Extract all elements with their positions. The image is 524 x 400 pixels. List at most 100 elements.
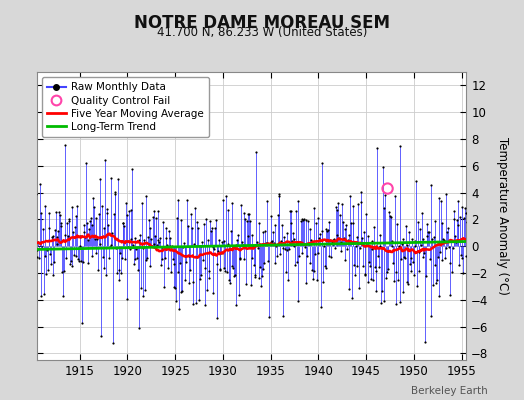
Point — [245, 211, 253, 218]
Point — [81, 234, 90, 240]
Point — [259, 229, 268, 235]
Point — [99, 254, 107, 260]
Point — [95, 241, 104, 247]
Point — [105, 255, 113, 261]
Point — [342, 222, 351, 228]
Point — [439, 236, 447, 242]
Point — [235, 255, 244, 262]
Point — [177, 216, 185, 223]
Point — [192, 299, 200, 306]
Point — [350, 262, 358, 268]
Point — [333, 207, 342, 214]
Point — [313, 250, 322, 256]
Point — [301, 244, 309, 250]
Point — [378, 288, 386, 294]
Point — [295, 253, 303, 259]
Point — [134, 325, 143, 331]
Point — [438, 220, 446, 226]
Point — [367, 276, 375, 283]
Point — [74, 258, 83, 264]
Point — [98, 203, 106, 209]
Point — [116, 250, 124, 256]
Point — [448, 269, 456, 276]
Point — [405, 229, 413, 235]
Point — [430, 234, 438, 240]
Point — [372, 288, 380, 294]
Point — [359, 229, 368, 236]
Point — [418, 210, 426, 216]
Point — [316, 231, 324, 238]
Point — [172, 298, 180, 304]
Point — [369, 276, 377, 283]
Point — [386, 212, 394, 219]
Point — [238, 239, 246, 246]
Point — [341, 226, 350, 232]
Point — [356, 245, 364, 252]
Point — [282, 230, 291, 236]
Point — [464, 194, 472, 200]
Point — [165, 228, 173, 234]
Point — [370, 224, 378, 230]
Point — [325, 219, 334, 226]
Point — [258, 272, 266, 279]
Point — [239, 256, 248, 262]
Point — [318, 160, 326, 166]
Point — [103, 210, 111, 216]
Point — [149, 208, 158, 214]
Point — [293, 198, 302, 204]
Point — [114, 176, 122, 182]
Point — [100, 265, 108, 272]
Point — [47, 261, 55, 267]
Point — [188, 225, 196, 231]
Point — [320, 243, 328, 250]
Point — [283, 246, 291, 253]
Point — [447, 237, 455, 244]
Point — [224, 207, 233, 214]
Point — [373, 145, 381, 152]
Point — [211, 225, 219, 231]
Point — [208, 225, 216, 232]
Point — [204, 275, 213, 281]
Point — [143, 257, 151, 264]
Point — [147, 236, 156, 242]
Point — [63, 232, 72, 239]
Point — [90, 203, 98, 210]
Point — [443, 228, 452, 235]
Point — [260, 260, 268, 266]
Point — [195, 297, 203, 303]
Point — [225, 276, 233, 283]
Point — [300, 216, 308, 223]
Point — [416, 226, 424, 232]
Point — [312, 220, 320, 226]
Point — [161, 235, 170, 241]
Point — [255, 220, 264, 227]
Point — [183, 197, 191, 204]
Point — [434, 292, 443, 299]
Point — [446, 292, 455, 298]
Point — [414, 268, 423, 274]
Point — [456, 214, 464, 220]
Point — [124, 244, 133, 250]
Point — [284, 276, 292, 283]
Point — [94, 211, 103, 218]
Point — [151, 233, 159, 239]
Point — [127, 236, 136, 242]
Point — [218, 238, 226, 245]
Point — [449, 245, 457, 251]
Point — [135, 237, 144, 244]
Point — [85, 226, 93, 232]
Point — [86, 218, 94, 224]
Point — [40, 203, 49, 210]
Point — [57, 223, 66, 229]
Point — [64, 218, 73, 224]
Point — [293, 258, 301, 265]
Point — [84, 237, 93, 243]
Point — [336, 212, 344, 218]
Point — [391, 269, 400, 276]
Point — [166, 243, 174, 249]
Point — [179, 244, 187, 250]
Point — [354, 201, 362, 207]
Point — [433, 254, 442, 260]
Point — [393, 221, 401, 228]
Point — [201, 265, 210, 272]
